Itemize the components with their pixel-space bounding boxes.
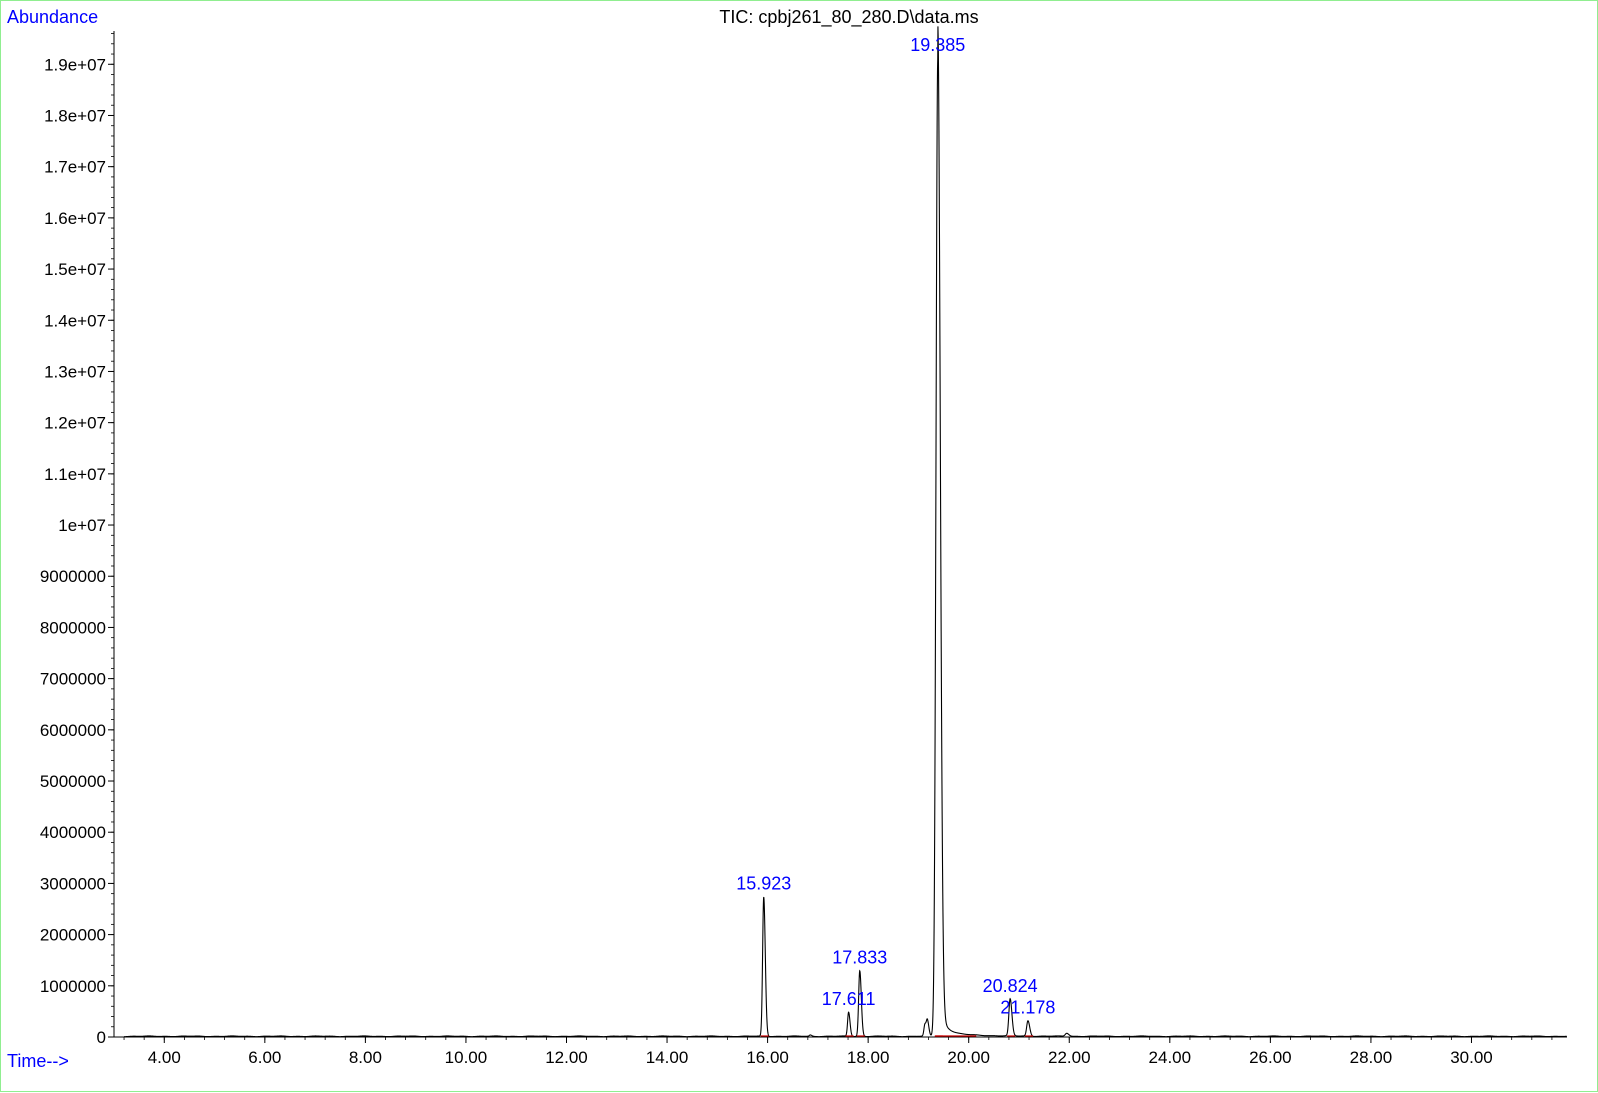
tic-trace bbox=[124, 26, 1567, 1038]
y-tick-label: 1.2e+07 bbox=[44, 414, 106, 433]
peak-label: 17.833 bbox=[832, 947, 887, 967]
x-tick-label: 14.00 bbox=[646, 1048, 689, 1067]
x-tick-label: 6.00 bbox=[248, 1048, 281, 1067]
y-tick-label: 1.5e+07 bbox=[44, 260, 106, 279]
x-axis-title: Time--> bbox=[7, 1051, 69, 1071]
x-tick-label: 18.00 bbox=[847, 1048, 890, 1067]
x-tick-label: 16.00 bbox=[746, 1048, 789, 1067]
peak-label: 19.385 bbox=[910, 35, 965, 55]
x-tick-label: 24.00 bbox=[1149, 1048, 1192, 1067]
y-tick-label: 6000000 bbox=[40, 721, 106, 740]
y-tick-label: 7000000 bbox=[40, 670, 106, 689]
x-tick-label: 22.00 bbox=[1048, 1048, 1091, 1067]
y-tick-label: 4000000 bbox=[40, 823, 106, 842]
y-tick-label: 1.4e+07 bbox=[44, 311, 106, 330]
y-tick-label: 8000000 bbox=[40, 618, 106, 637]
y-tick-label: 1.1e+07 bbox=[44, 465, 106, 484]
chart-title: TIC: cpbj261_80_280.D\data.ms bbox=[719, 7, 979, 27]
y-tick-label: 1.9e+07 bbox=[44, 55, 106, 74]
y-tick-label: 1.8e+07 bbox=[44, 106, 106, 125]
peak-label: 21.178 bbox=[1000, 998, 1055, 1018]
y-tick-label: 1000000 bbox=[40, 977, 106, 996]
x-tick-label: 20.00 bbox=[947, 1048, 990, 1067]
y-tick-label: 0 bbox=[97, 1028, 106, 1047]
y-tick-label: 1.7e+07 bbox=[44, 158, 106, 177]
y-tick-label: 1.6e+07 bbox=[44, 209, 106, 228]
y-tick-label: 1e+07 bbox=[58, 516, 106, 535]
x-tick-label: 28.00 bbox=[1350, 1048, 1393, 1067]
x-tick-label: 8.00 bbox=[349, 1048, 382, 1067]
x-tick-label: 26.00 bbox=[1249, 1048, 1292, 1067]
y-tick-label: 1.3e+07 bbox=[44, 362, 106, 381]
x-tick-label: 4.00 bbox=[148, 1048, 181, 1067]
peak-label: 15.923 bbox=[736, 874, 791, 894]
x-tick-label: 10.00 bbox=[445, 1048, 488, 1067]
x-tick-label: 12.00 bbox=[545, 1048, 588, 1067]
y-tick-label: 5000000 bbox=[40, 772, 106, 791]
peak-label: 20.824 bbox=[983, 976, 1038, 996]
y-tick-label: 3000000 bbox=[40, 874, 106, 893]
x-tick-label: 30.00 bbox=[1450, 1048, 1493, 1067]
y-axis-title: Abundance bbox=[7, 7, 99, 27]
peak-label: 17.611 bbox=[822, 989, 876, 1009]
y-tick-label: 2000000 bbox=[40, 926, 106, 945]
y-tick-label: 9000000 bbox=[40, 567, 106, 586]
